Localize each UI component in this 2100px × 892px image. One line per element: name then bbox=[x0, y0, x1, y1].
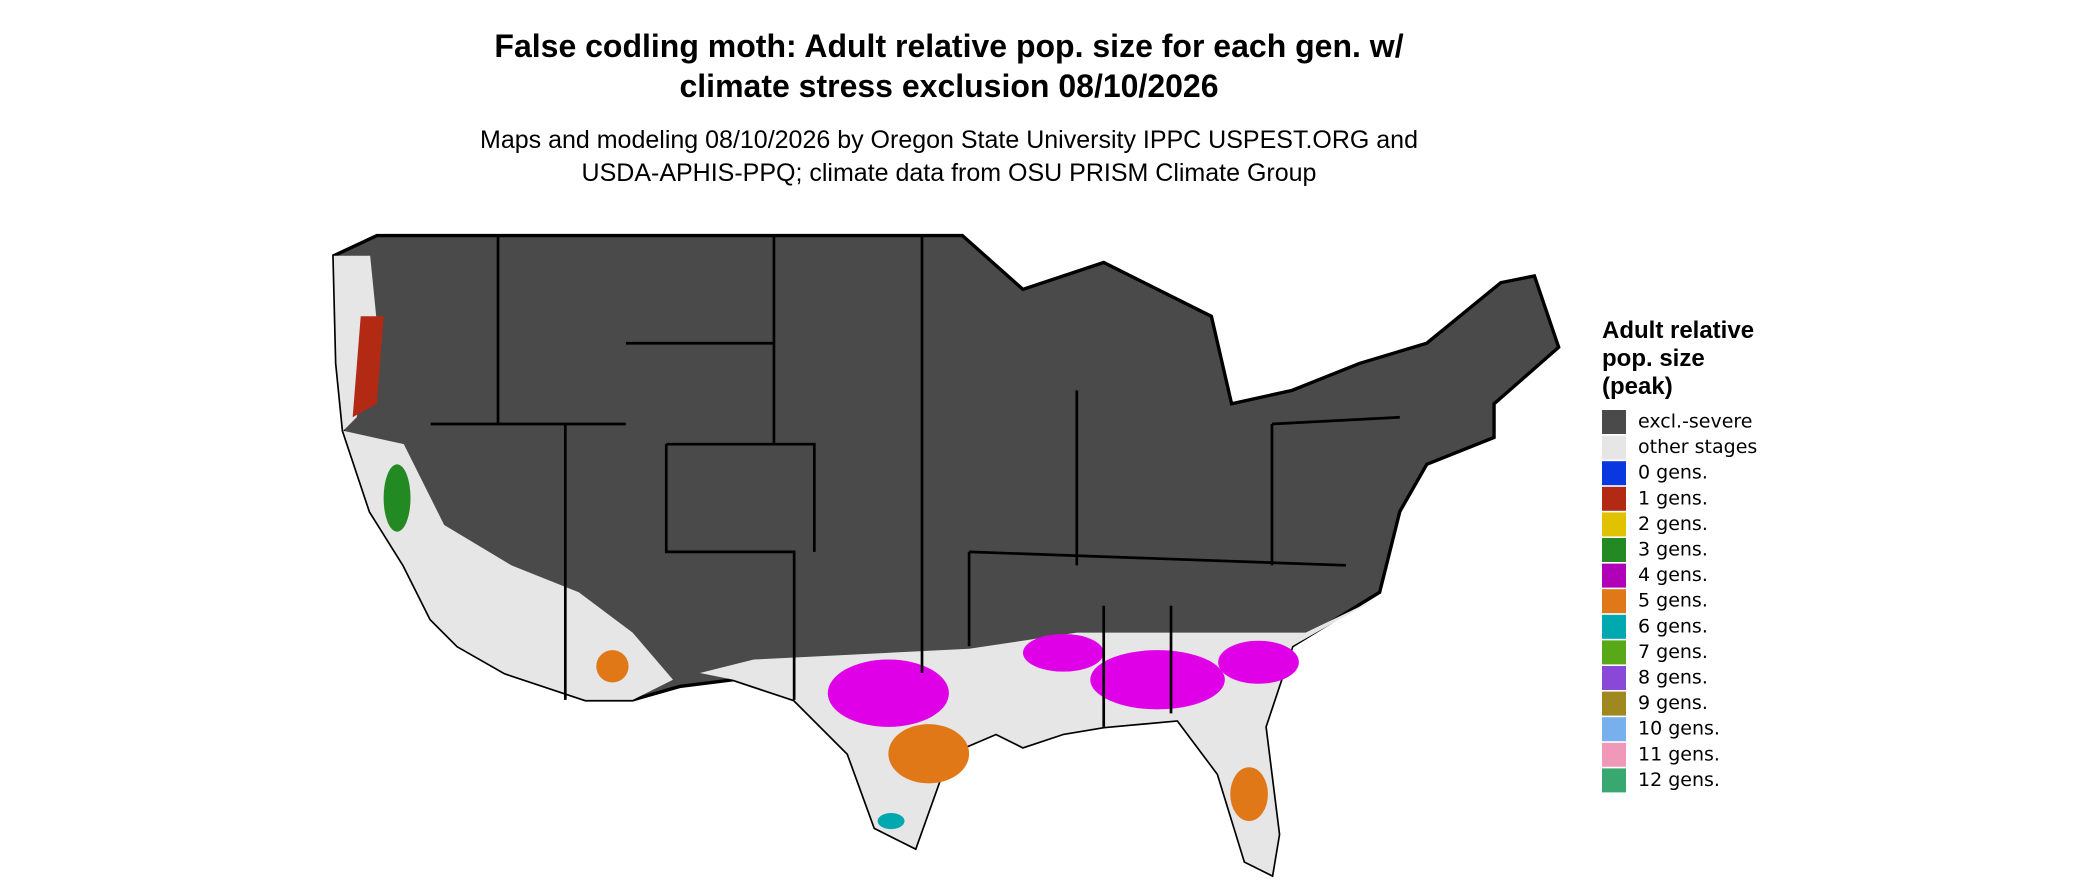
map bbox=[332, 233, 1561, 878]
legend-label: 8 gens. bbox=[1638, 667, 1708, 689]
legend-swatch bbox=[1602, 666, 1626, 690]
magenta-patch bbox=[1218, 640, 1299, 684]
subtitle-line: Maps and modeling 08/10/2026 by Oregon S… bbox=[480, 126, 1418, 154]
coast-red bbox=[352, 316, 384, 418]
legend-label: 3 gens. bbox=[1638, 539, 1708, 561]
legend-label: 12 gens. bbox=[1638, 769, 1720, 791]
cyan-patch bbox=[877, 812, 905, 830]
orange-patch bbox=[1230, 767, 1268, 822]
title-line: climate stress exclusion 08/10/2026 bbox=[679, 68, 1218, 104]
legend-swatch bbox=[1602, 435, 1626, 460]
legend-label: 7 gens. bbox=[1638, 641, 1708, 663]
legend-label: 11 gens. bbox=[1638, 743, 1720, 765]
legend-swatch bbox=[1602, 563, 1626, 588]
title-line: False codling moth: Adult relative pop. … bbox=[494, 28, 1403, 64]
orange-patch bbox=[596, 650, 629, 683]
legend-swatch bbox=[1602, 589, 1626, 614]
legend-swatch bbox=[1602, 512, 1626, 537]
legend-label: 2 gens. bbox=[1638, 513, 1708, 535]
legend-label: 0 gens. bbox=[1638, 462, 1708, 484]
legend-label: 5 gens. bbox=[1638, 590, 1708, 612]
magenta-patch bbox=[1090, 650, 1225, 710]
legend-label: 10 gens. bbox=[1638, 718, 1720, 740]
legend-label: 1 gens. bbox=[1638, 487, 1708, 509]
legend-swatch bbox=[1602, 717, 1626, 742]
green-patch bbox=[383, 464, 411, 532]
legend: excl.-severe other stages 0 gens. 1 gens. 2 … bbox=[1602, 410, 1757, 793]
legend-label: 9 gens. bbox=[1638, 692, 1708, 714]
legend-title-line: pop. size bbox=[1602, 345, 1705, 372]
state-lines bbox=[430, 235, 1400, 727]
legend-swatch bbox=[1602, 410, 1626, 434]
west-region bbox=[343, 430, 673, 700]
subtitle-line: USDA-APHIS-PPQ; climate data from OSU PR… bbox=[582, 159, 1317, 187]
magenta-patch bbox=[827, 659, 949, 727]
legend-label: 6 gens. bbox=[1638, 615, 1708, 637]
legend-swatch bbox=[1602, 614, 1626, 639]
coast-strip bbox=[333, 255, 377, 431]
legend-swatch bbox=[1602, 768, 1626, 793]
legend-label: 4 gens. bbox=[1638, 564, 1708, 586]
magenta-patch bbox=[1022, 633, 1104, 672]
orange-patch bbox=[888, 724, 970, 784]
legend-label: excl.-severe bbox=[1638, 411, 1753, 433]
legend-swatch bbox=[1602, 461, 1626, 486]
legend-title-line: (peak) bbox=[1602, 373, 1673, 400]
legend-label: other stages bbox=[1638, 436, 1757, 458]
legend-swatch bbox=[1602, 691, 1626, 716]
legend-swatch bbox=[1602, 486, 1626, 511]
legend-swatch bbox=[1602, 640, 1626, 665]
legend-swatch bbox=[1602, 742, 1626, 767]
legend-title-line: Adult relative bbox=[1602, 317, 1754, 344]
legend-swatch bbox=[1602, 538, 1626, 562]
